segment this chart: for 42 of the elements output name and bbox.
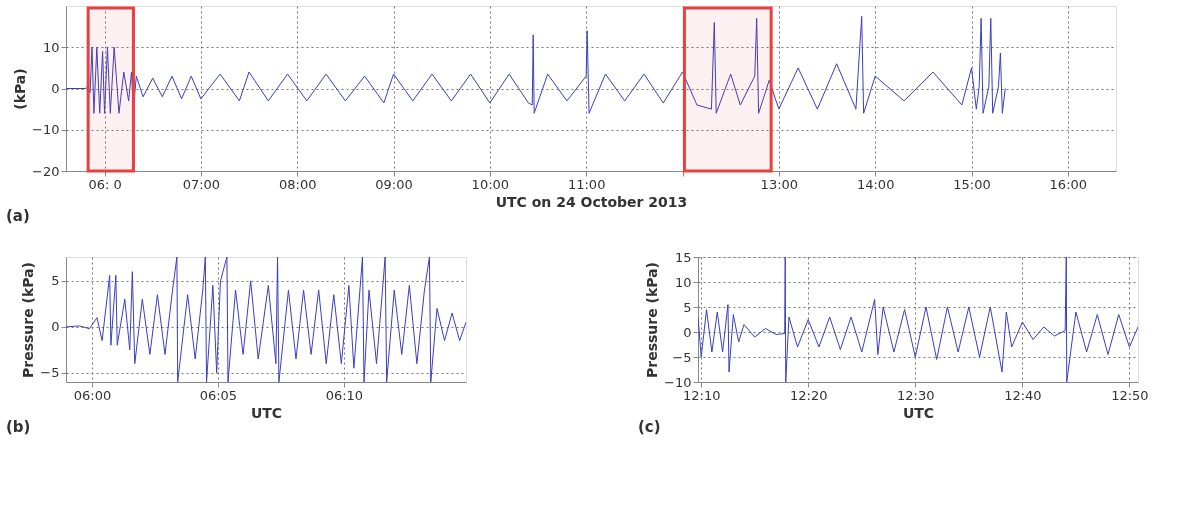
x-tick-label: 12:20 <box>789 387 828 403</box>
y-tick-label: −10 <box>664 374 692 390</box>
x-tick-label: 13:00 <box>760 176 799 192</box>
y-tick-label: 10 <box>42 39 60 55</box>
x-tick-label: 12:50 <box>1111 387 1149 403</box>
x-tick-label: 08:00 <box>278 176 317 192</box>
x-tick-label: 10:00 <box>471 176 510 192</box>
x-tick-label: 06: 0 <box>88 176 122 192</box>
x-tick-label: 06:10 <box>325 387 364 403</box>
x-tick-label: 14:00 <box>856 176 895 192</box>
y-tick-label: −20 <box>32 163 60 179</box>
x-axis-title: UTC <box>250 404 283 421</box>
text: (b) <box>6 418 31 436</box>
x-tick-label: 16:00 <box>1049 176 1088 192</box>
x-tick-label: 09:00 <box>375 176 413 192</box>
y-tick-label: 5 <box>51 273 60 289</box>
y-tick-label: 5 <box>683 299 692 315</box>
y-axis-title: Pressure (kPa) <box>644 261 661 379</box>
y-tick-label: 0 <box>683 324 692 340</box>
text: (a) <box>6 207 30 225</box>
y-tick-label: 0 <box>51 319 60 335</box>
y-tick-label: 0 <box>51 81 60 96</box>
x-axis-title: UTC <box>902 404 935 421</box>
y-axis-title: (kPa) <box>12 68 29 110</box>
text: (c) <box>638 418 661 436</box>
x-tick-label: 15:00 <box>953 176 991 192</box>
line-series <box>66 257 466 382</box>
y-tick-label: 10 <box>674 274 692 290</box>
y-tick-label: −5 <box>672 349 692 365</box>
y-tick-label: 15 <box>674 249 692 265</box>
x-tick-label: 12:40 <box>1004 387 1042 403</box>
x-tick-label: 06:00 <box>73 387 112 403</box>
y-tick-label: −5 <box>40 365 60 381</box>
x-tick-label: 12:10 <box>682 387 721 403</box>
x-tick-label: 06:05 <box>199 387 238 403</box>
x-tick-label: 11:00 <box>567 176 606 192</box>
y-axis-title: Pressure (kPa) <box>20 261 37 379</box>
y-tick-label: −10 <box>32 122 60 138</box>
x-tick-label: 12:30 <box>897 387 935 403</box>
line-series <box>66 15 1006 114</box>
x-tick-label: 07:00 <box>182 176 221 192</box>
x-axis-title: UTC on 24 October 2013 <box>495 193 688 210</box>
